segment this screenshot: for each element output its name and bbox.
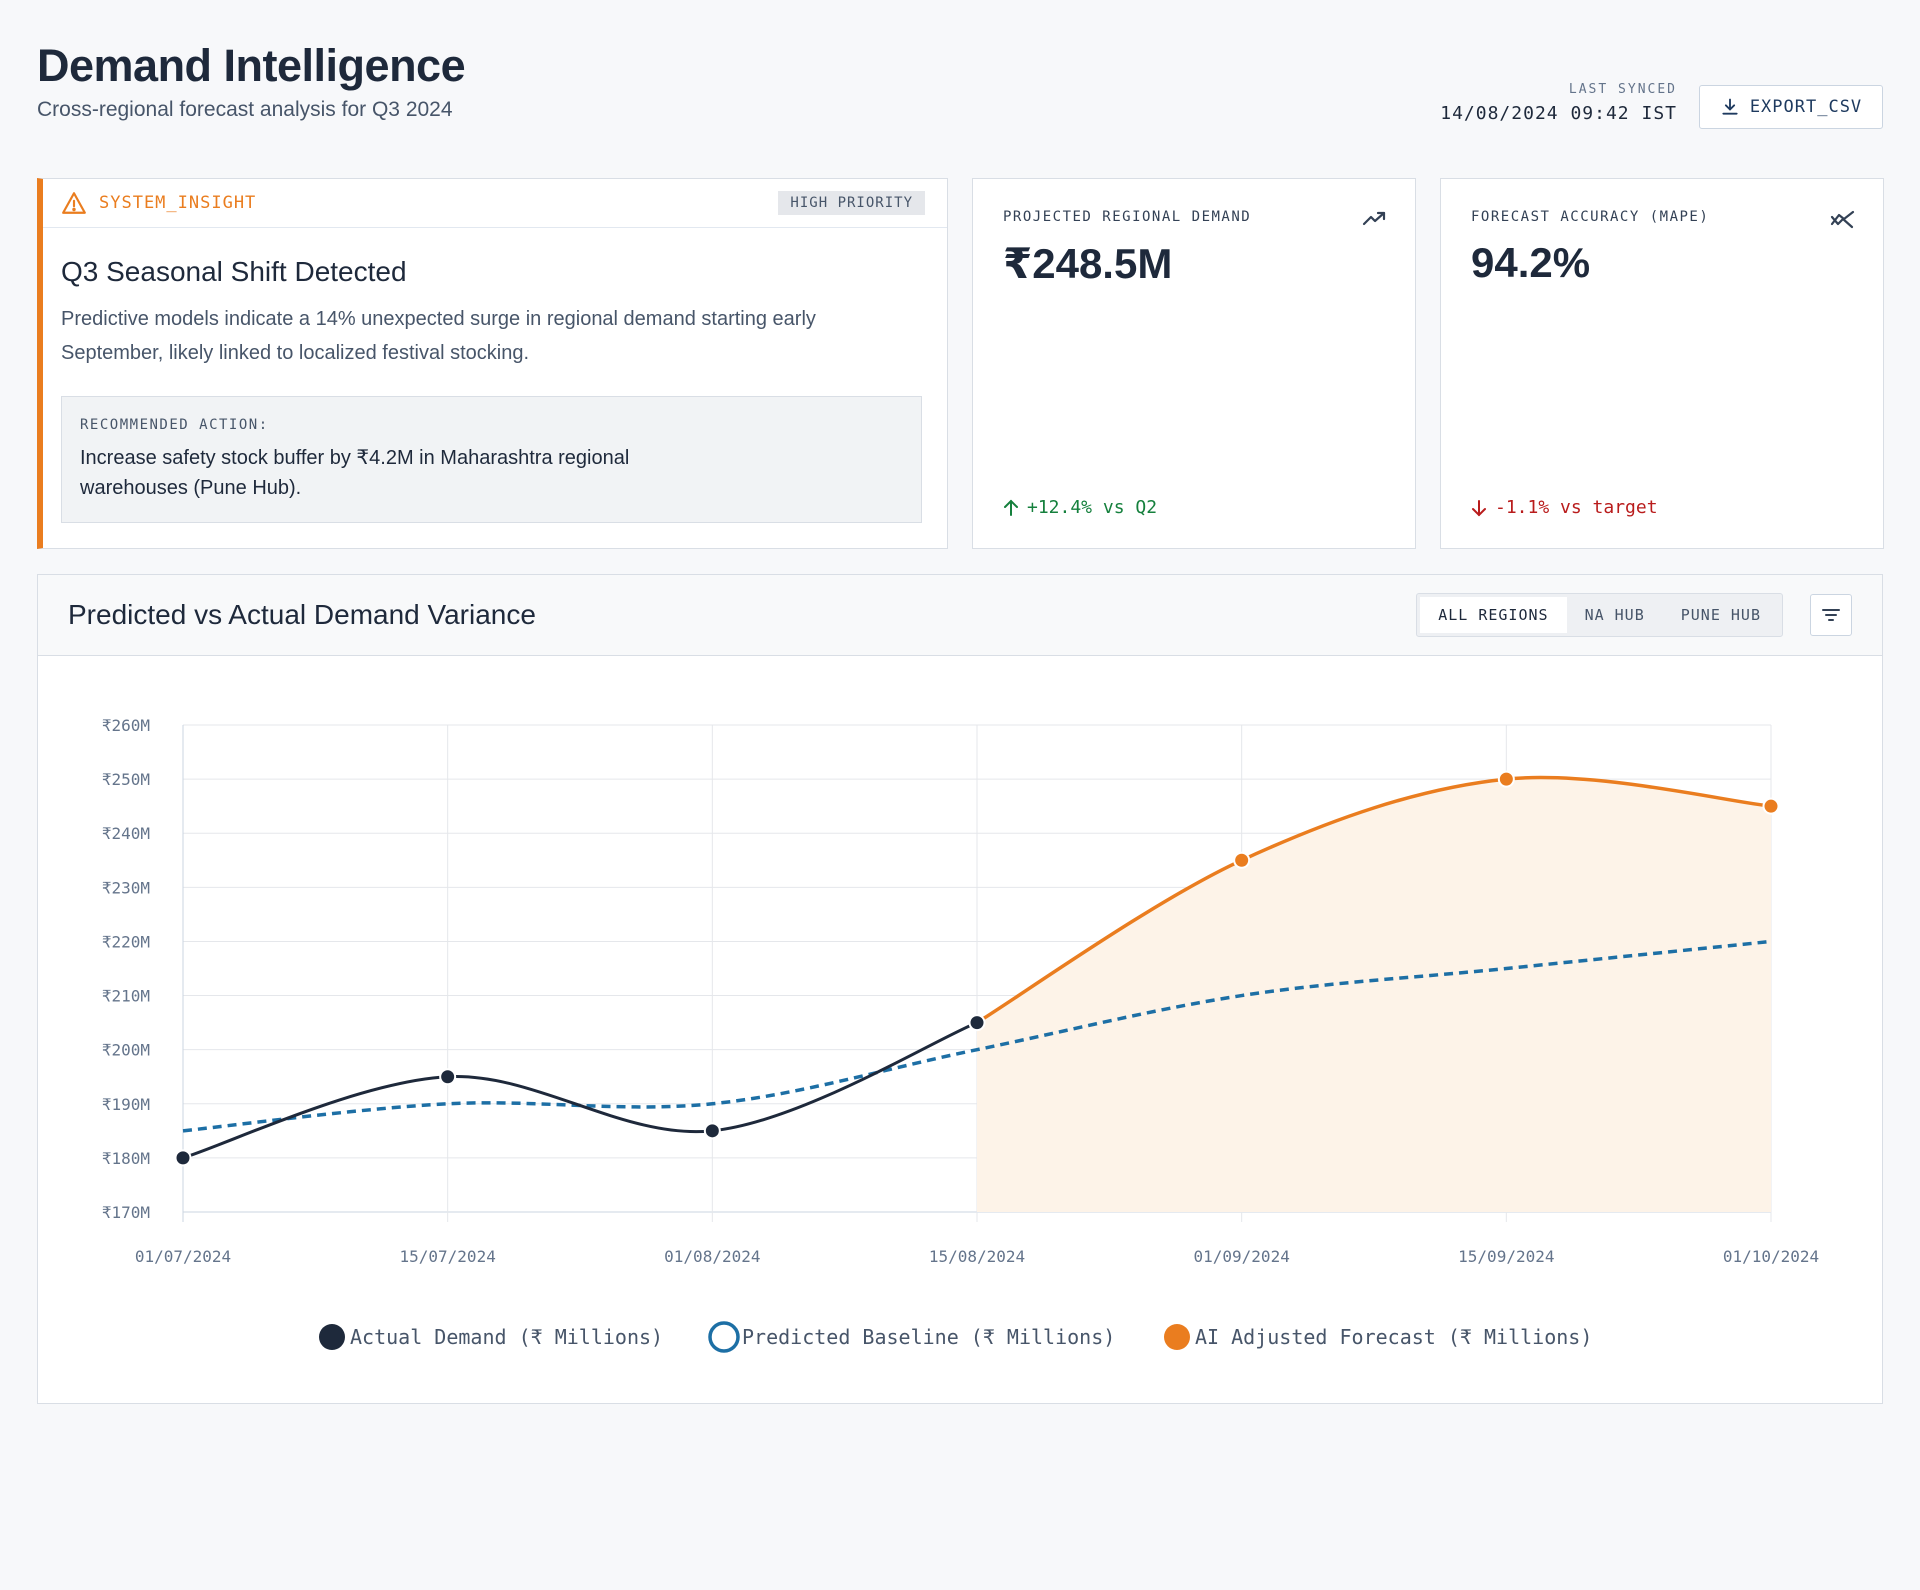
recommended-action-box: RECOMMENDED ACTION: Increase safety stoc… xyxy=(61,396,922,523)
kpi-value: ₹248.5M xyxy=(1003,240,1173,287)
legend-marker-predicted xyxy=(708,1321,740,1353)
filter-pune-hub[interactable]: PUNE HUB xyxy=(1680,606,1761,624)
kpi-card-projected-demand: PROJECTED REGIONAL DEMAND ₹248.5M +12.4%… xyxy=(972,178,1416,549)
y-tick-label: ₹200M xyxy=(102,1041,150,1060)
insight-title: Q3 Seasonal Shift Detected xyxy=(61,256,407,287)
x-tick-label: 15/08/2024 xyxy=(929,1247,1025,1266)
actual-demand-point xyxy=(439,1068,457,1086)
kpi-delta-text: +12.4% vs Q2 xyxy=(1027,497,1158,518)
export-csv-button[interactable]: EXPORT_CSV xyxy=(1699,85,1883,129)
region-filter-group: ALL REGIONS NA HUB PUNE HUB xyxy=(1416,593,1783,637)
y-tick-label: ₹240M xyxy=(102,824,150,843)
legend-label: Predicted Baseline (₹ Millions) xyxy=(742,1325,1115,1349)
legend-label: Actual Demand (₹ Millions) xyxy=(350,1325,663,1349)
legend-marker-forecast xyxy=(1164,1324,1190,1350)
chart-title: Predicted vs Actual Demand Variance xyxy=(68,599,536,630)
legend-marker-actual xyxy=(319,1324,345,1350)
insight-header: SYSTEM_INSIGHT HIGH PRIORITY xyxy=(43,179,947,228)
last-synced-label: LAST SYNCED xyxy=(1568,82,1677,97)
y-tick-label: ₹230M xyxy=(102,878,150,897)
x-tick-label: 01/10/2024 xyxy=(1723,1247,1819,1266)
recommended-action-text: Increase safety stock buffer by ₹4.2M in… xyxy=(80,447,630,499)
download-icon xyxy=(1722,98,1738,115)
legend-label: AI Adjusted Forecast (₹ Millions) xyxy=(1195,1325,1592,1349)
page-subtitle: Cross-regional forecast analysis for Q3 … xyxy=(37,98,453,121)
actual-demand-point xyxy=(174,1149,192,1167)
y-tick-label: ₹180M xyxy=(102,1149,150,1168)
x-tick-label: 15/09/2024 xyxy=(1458,1247,1554,1266)
y-tick-label: ₹170M xyxy=(102,1203,150,1222)
demand-variance-chart-card: Predicted vs Actual Demand Variance ALL … xyxy=(37,574,1883,1404)
kpi-label: FORECAST ACCURACY (MAPE) xyxy=(1471,209,1710,225)
y-tick-label: ₹220M xyxy=(102,932,150,951)
arrow-down-icon xyxy=(1472,499,1486,516)
y-tick-label: ₹190M xyxy=(102,1095,150,1114)
export-csv-label: EXPORT_CSV xyxy=(1749,97,1863,117)
actual-demand-point xyxy=(968,1014,986,1032)
filter-na-hub[interactable]: NA HUB xyxy=(1584,606,1645,624)
predicted-baseline-line xyxy=(182,939,1772,1133)
x-tick-label: 15/07/2024 xyxy=(400,1247,496,1266)
page-title: Demand Intelligence xyxy=(37,40,466,91)
ai-forecast-line xyxy=(976,775,1772,1025)
actual-demand-line xyxy=(182,1021,978,1160)
x-tick-label: 01/08/2024 xyxy=(664,1247,760,1266)
forecast-area-fill xyxy=(977,777,1771,1212)
last-synced-value: 14/08/2024 09:42 IST xyxy=(1440,103,1677,124)
y-tick-label: ₹260M xyxy=(102,716,150,735)
kpi-value: 94.2% xyxy=(1471,239,1591,286)
arrow-up-icon xyxy=(1004,499,1018,516)
y-tick-label: ₹250M xyxy=(102,770,150,789)
trending-up-icon xyxy=(1362,211,1386,226)
priority-badge: HIGH PRIORITY xyxy=(778,191,925,215)
filter-all-regions[interactable]: ALL REGIONS xyxy=(1420,597,1567,633)
actual-demand-point xyxy=(703,1122,721,1140)
insight-description: Predictive models indicate a 14% unexpec… xyxy=(61,308,816,364)
chart-header: Predicted vs Actual Demand Variance ALL … xyxy=(38,575,1882,656)
trending-mixed-icon xyxy=(1830,210,1855,229)
recommended-action-label: RECOMMENDED ACTION: xyxy=(80,417,269,433)
ai-forecast-point xyxy=(1233,851,1251,869)
x-tick-label: 01/09/2024 xyxy=(1194,1247,1290,1266)
ai-forecast-point xyxy=(1762,797,1780,815)
kpi-delta-text: -1.1% vs target xyxy=(1495,497,1658,518)
ai-forecast-point xyxy=(1497,770,1515,788)
kpi-delta: +12.4% vs Q2 xyxy=(1003,497,1157,518)
kpi-label: PROJECTED REGIONAL DEMAND xyxy=(1003,209,1252,225)
y-tick-label: ₹210M xyxy=(102,987,150,1006)
x-tick-label: 01/07/2024 xyxy=(135,1247,231,1266)
insight-card: SYSTEM_INSIGHT HIGH PRIORITY Q3 Seasonal… xyxy=(37,178,948,549)
page-header: Demand Intelligence Cross-regional forec… xyxy=(37,40,1883,140)
kpi-card-forecast-accuracy: FORECAST ACCURACY (MAPE) 94.2% -1.1% vs … xyxy=(1440,178,1884,549)
insight-tag: SYSTEM_INSIGHT xyxy=(99,193,257,213)
sync-status: LAST SYNCED 14/08/2024 09:42 IST xyxy=(1440,82,1677,124)
filter-button[interactable] xyxy=(1810,594,1852,636)
demand-line-chart: ₹170M ₹180M ₹190M ₹200M ₹210M ₹220M ₹230M ₹240M… xyxy=(102,716,1819,1353)
warning-icon xyxy=(62,192,86,214)
filter-icon xyxy=(1822,609,1840,621)
kpi-delta: -1.1% vs target xyxy=(1471,497,1658,518)
